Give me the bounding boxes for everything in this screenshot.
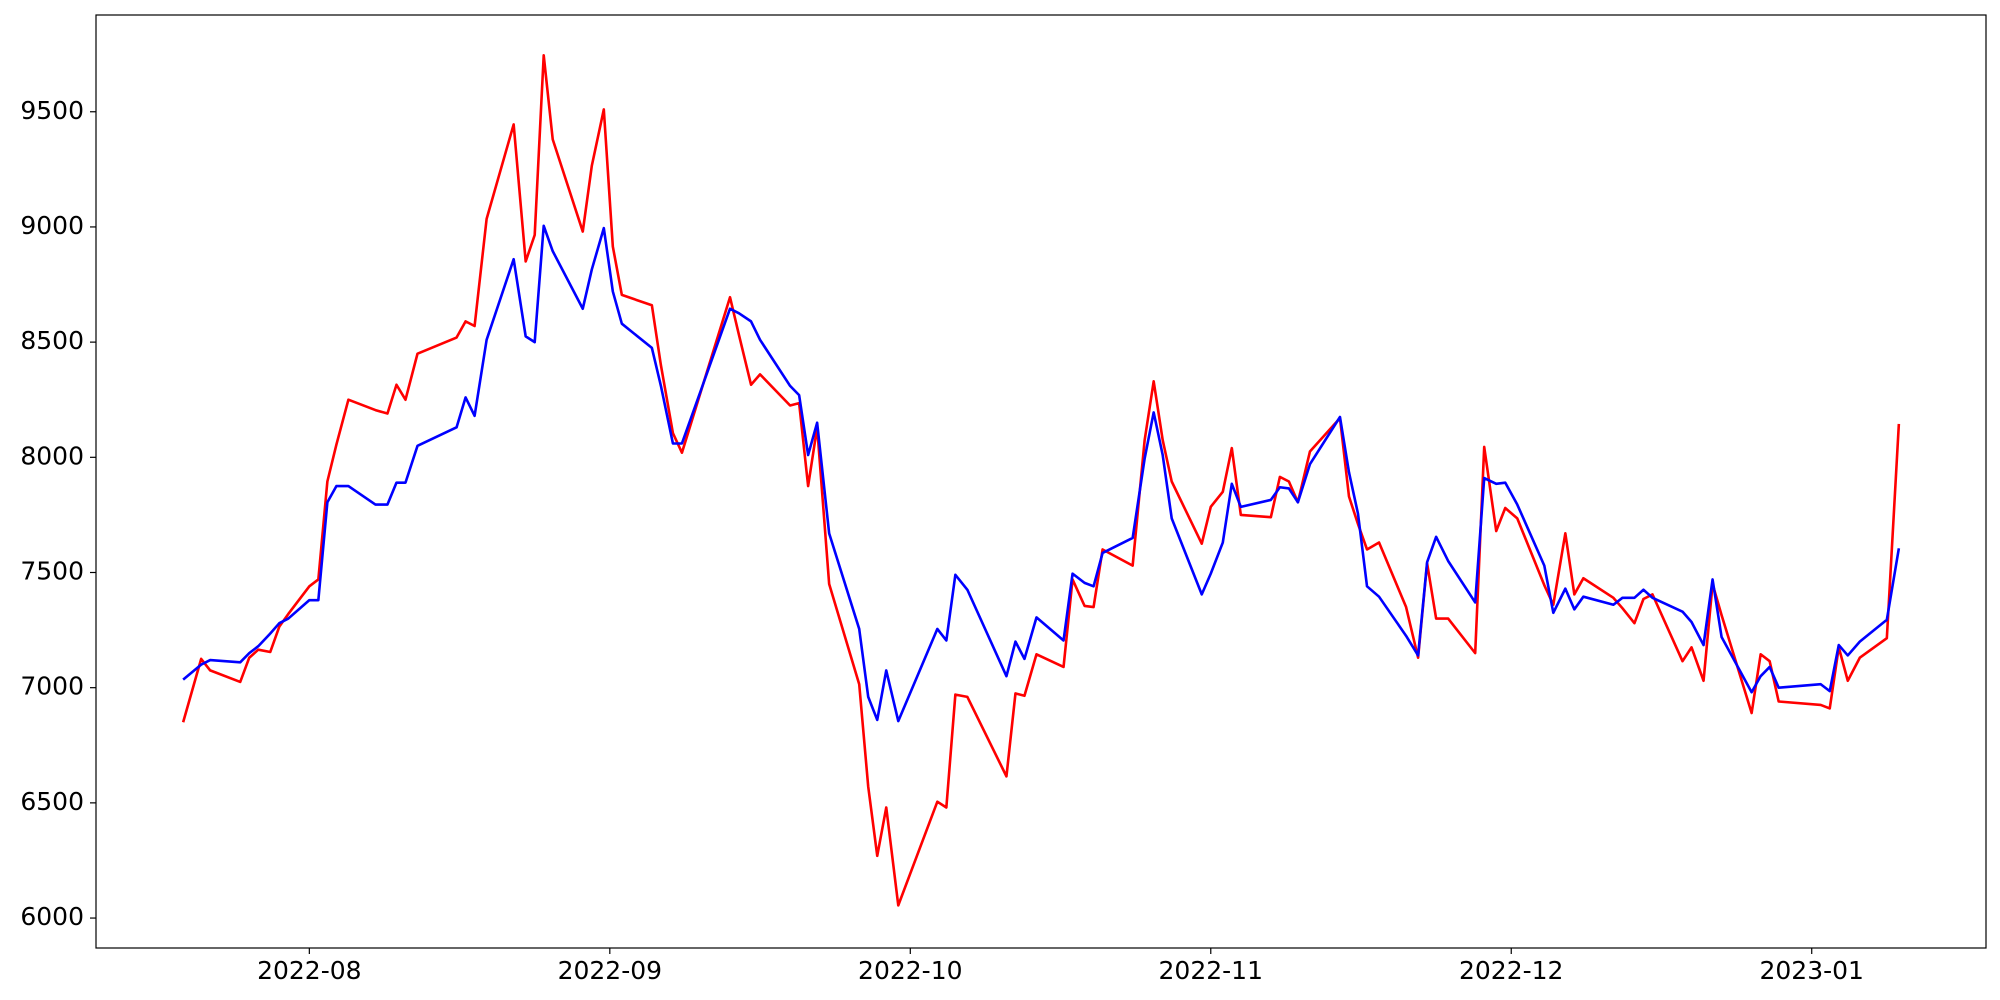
y-tick-label: 9500 [20, 96, 84, 125]
y-tick-label: 6000 [20, 902, 84, 931]
y-tick-label: 9000 [20, 211, 84, 240]
x-tick-label: 2022-11 [1159, 956, 1263, 985]
y-tick-label: 6500 [20, 787, 84, 816]
x-tick-label: 2022-08 [257, 956, 361, 985]
x-tick-label: 2022-09 [558, 956, 662, 985]
y-tick-label: 8000 [20, 441, 84, 470]
series-line [181, 54, 1901, 907]
x-tick-label: 2023-01 [1759, 956, 1863, 985]
series-line [182, 224, 1901, 723]
x-tick-label: 2022-10 [858, 956, 962, 985]
y-tick-label: 7000 [20, 672, 84, 701]
plot-frame [95, 14, 1987, 949]
x-tick-label: 2022-12 [1459, 956, 1563, 985]
y-tick-label: 7500 [20, 556, 84, 585]
y-tick-label: 8500 [20, 326, 84, 355]
